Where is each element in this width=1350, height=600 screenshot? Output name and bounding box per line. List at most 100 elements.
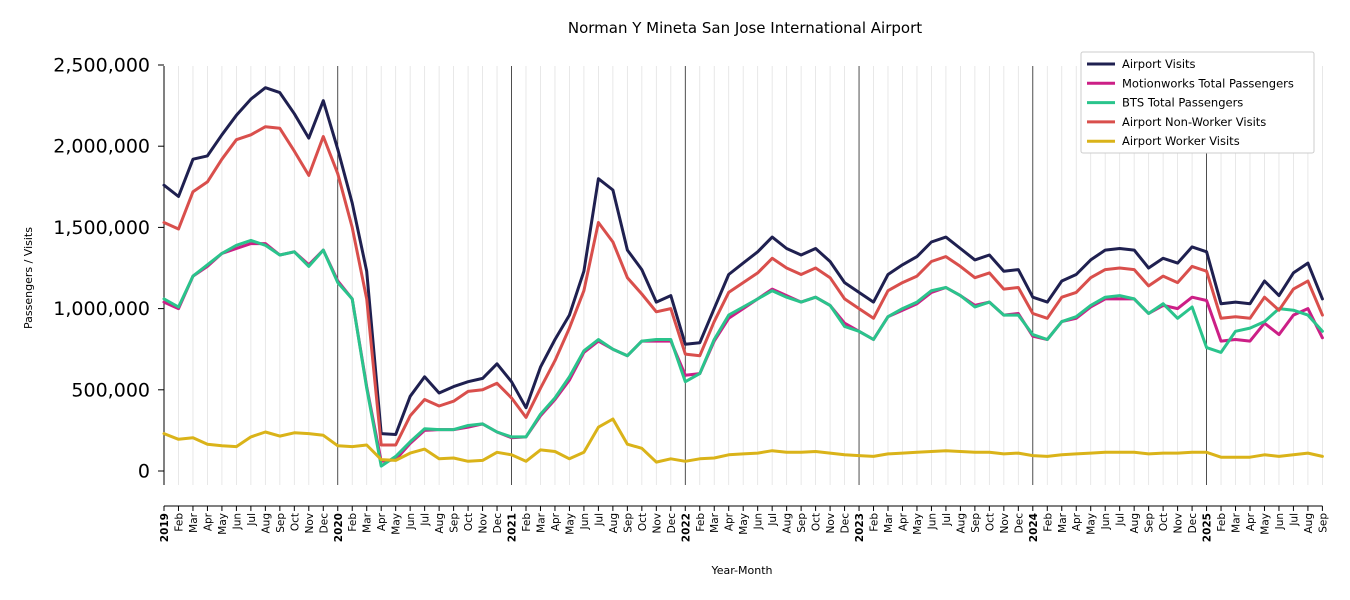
x-tick-label: Dec bbox=[492, 513, 504, 534]
x-tick-label: Feb bbox=[347, 513, 359, 532]
y-tick-label: 0 bbox=[138, 461, 150, 483]
x-tick-label: Aug bbox=[1303, 513, 1315, 534]
x-tick-label: 2019 bbox=[159, 513, 171, 542]
x-tick-label: Dec bbox=[318, 513, 330, 534]
x-tick-label: Aug bbox=[782, 513, 794, 534]
legend-label: Airport Worker Visits bbox=[1122, 134, 1240, 148]
x-tick-label: Sep bbox=[1317, 513, 1329, 533]
x-tick-label: May bbox=[564, 513, 576, 535]
x-tick-label: Jul bbox=[420, 513, 432, 527]
x-tick-label: Dec bbox=[666, 513, 678, 534]
x-tick-label: Nov bbox=[999, 513, 1011, 534]
x-tick-label: Jun bbox=[1274, 513, 1286, 530]
chart-title: Norman Y Mineta San Jose International A… bbox=[568, 19, 922, 37]
x-tick-label: Nov bbox=[651, 513, 663, 534]
axes: 0 500,000 1,000,000 1,500,000 2,000,000 2,500… bbox=[53, 55, 1323, 511]
y-tick-label: 2,000,000 bbox=[53, 136, 150, 158]
x-tick-label: Mar bbox=[883, 512, 895, 532]
x-tick-label: Dec bbox=[840, 513, 852, 534]
x-tick-label: 2020 bbox=[333, 513, 345, 542]
x-tick-label: Apr bbox=[550, 512, 562, 531]
x-tick-label: Oct bbox=[811, 513, 823, 531]
x-tick-label: Oct bbox=[289, 513, 301, 531]
series-line-airport-visits bbox=[162, 86, 1324, 436]
x-tick-label: May bbox=[1086, 513, 1098, 535]
series-line-airport-worker-visits bbox=[162, 417, 1324, 464]
x-tick-label: Feb bbox=[1042, 513, 1054, 532]
x-tick-label: 2025 bbox=[1202, 513, 1214, 542]
x-tick-label: Apr bbox=[1071, 512, 1083, 531]
x-tick-label: Feb bbox=[695, 513, 707, 532]
y-tick-label: 500,000 bbox=[71, 379, 150, 401]
x-tick-label: Sep bbox=[796, 513, 808, 533]
x-tick-label: Sep bbox=[622, 513, 634, 533]
x-tick-label: 2023 bbox=[854, 513, 866, 542]
x-tick-label: Apr bbox=[376, 512, 388, 531]
x-tick-label: Jun bbox=[926, 513, 938, 530]
x-tick-label: Apr bbox=[724, 512, 736, 531]
x-axis-label: Year-Month bbox=[710, 564, 772, 577]
x-tick-label: Oct bbox=[637, 513, 649, 531]
x-tick-label: Apr bbox=[897, 512, 909, 531]
x-tick-label: Feb bbox=[1216, 513, 1228, 532]
legend: Airport Visits Motionworks Total Passenge… bbox=[1080, 51, 1315, 154]
x-tick-label: Sep bbox=[275, 513, 287, 533]
x-tick-label: Mar bbox=[188, 512, 200, 532]
x-tick-label: Oct bbox=[1158, 513, 1170, 531]
x-tick-label: Apr bbox=[202, 512, 214, 531]
x-tick-labels: 2019 Feb Mar Apr May Jun Jul Aug Sep Oct Nov Dec 202… bbox=[159, 512, 1329, 542]
x-tick-label: Jul bbox=[246, 513, 258, 527]
x-tick-label: Jun bbox=[1100, 513, 1112, 530]
y-tick-label: 2,500,000 bbox=[53, 55, 150, 77]
x-tick-label: Sep bbox=[970, 513, 982, 533]
y-axis-label: Passengers / Visits bbox=[22, 227, 35, 329]
x-tick-label: Mar bbox=[535, 512, 547, 532]
x-tick-label: Mar bbox=[362, 512, 374, 532]
x-tick-label: Nov bbox=[1173, 513, 1185, 534]
x-tick-label: Jun bbox=[753, 513, 765, 530]
x-tick-label: Feb bbox=[869, 513, 881, 532]
x-tick-label: Jul bbox=[1115, 513, 1127, 527]
x-tick-label: Aug bbox=[260, 513, 272, 534]
x-tick-label: May bbox=[391, 513, 403, 535]
x-tick-label: Mar bbox=[1057, 512, 1069, 532]
x-tick-label: Sep bbox=[1144, 513, 1156, 533]
x-tick-label: Nov bbox=[478, 513, 490, 534]
x-tick-label: Jul bbox=[593, 513, 605, 527]
x-tick-label: Aug bbox=[955, 513, 967, 534]
x-tick-label: Oct bbox=[463, 513, 475, 531]
x-tick-label: May bbox=[217, 513, 229, 535]
legend-label: Airport Visits bbox=[1122, 57, 1196, 71]
x-tick-label: Sep bbox=[449, 513, 461, 533]
x-tick-label: Dec bbox=[1187, 513, 1199, 534]
legend-label: BTS Total Passengers bbox=[1122, 96, 1243, 110]
x-tick-label: Aug bbox=[1129, 513, 1141, 534]
legend-label: Airport Non-Worker Visits bbox=[1122, 115, 1266, 129]
x-tick-label: May bbox=[912, 513, 924, 535]
x-tick-label: Jun bbox=[231, 513, 243, 530]
y-tick-label: 1,500,000 bbox=[53, 217, 150, 239]
x-tick-label: 2022 bbox=[680, 513, 692, 542]
x-tick-label: 2021 bbox=[507, 513, 519, 542]
x-tick-label: Dec bbox=[1013, 513, 1025, 534]
x-tick-label: Jul bbox=[1288, 513, 1300, 527]
y-tick-label: 1,000,000 bbox=[53, 298, 150, 320]
x-tick-label: Mar bbox=[1231, 512, 1243, 532]
x-tick-label: Jun bbox=[579, 513, 591, 530]
x-tick-label: Apr bbox=[1245, 512, 1257, 531]
x-tick-label: Aug bbox=[608, 513, 620, 534]
x-tick-label: Jul bbox=[941, 513, 953, 527]
x-tick-label: Mar bbox=[709, 512, 721, 532]
x-tick-label: Nov bbox=[825, 513, 837, 534]
x-tick-label: May bbox=[738, 513, 750, 535]
series-line-bts-total-passengers bbox=[162, 238, 1324, 468]
legend-box bbox=[1080, 51, 1315, 154]
x-tick-label: Jul bbox=[767, 513, 779, 527]
series-line-airport-non-worker-visits bbox=[162, 125, 1324, 447]
x-tick-label: Feb bbox=[521, 513, 533, 532]
x-tick-label: Oct bbox=[984, 513, 996, 531]
x-tick-label: Jun bbox=[405, 513, 417, 530]
x-tick-label: May bbox=[1259, 513, 1271, 535]
legend-label: Motionworks Total Passengers bbox=[1122, 76, 1294, 90]
